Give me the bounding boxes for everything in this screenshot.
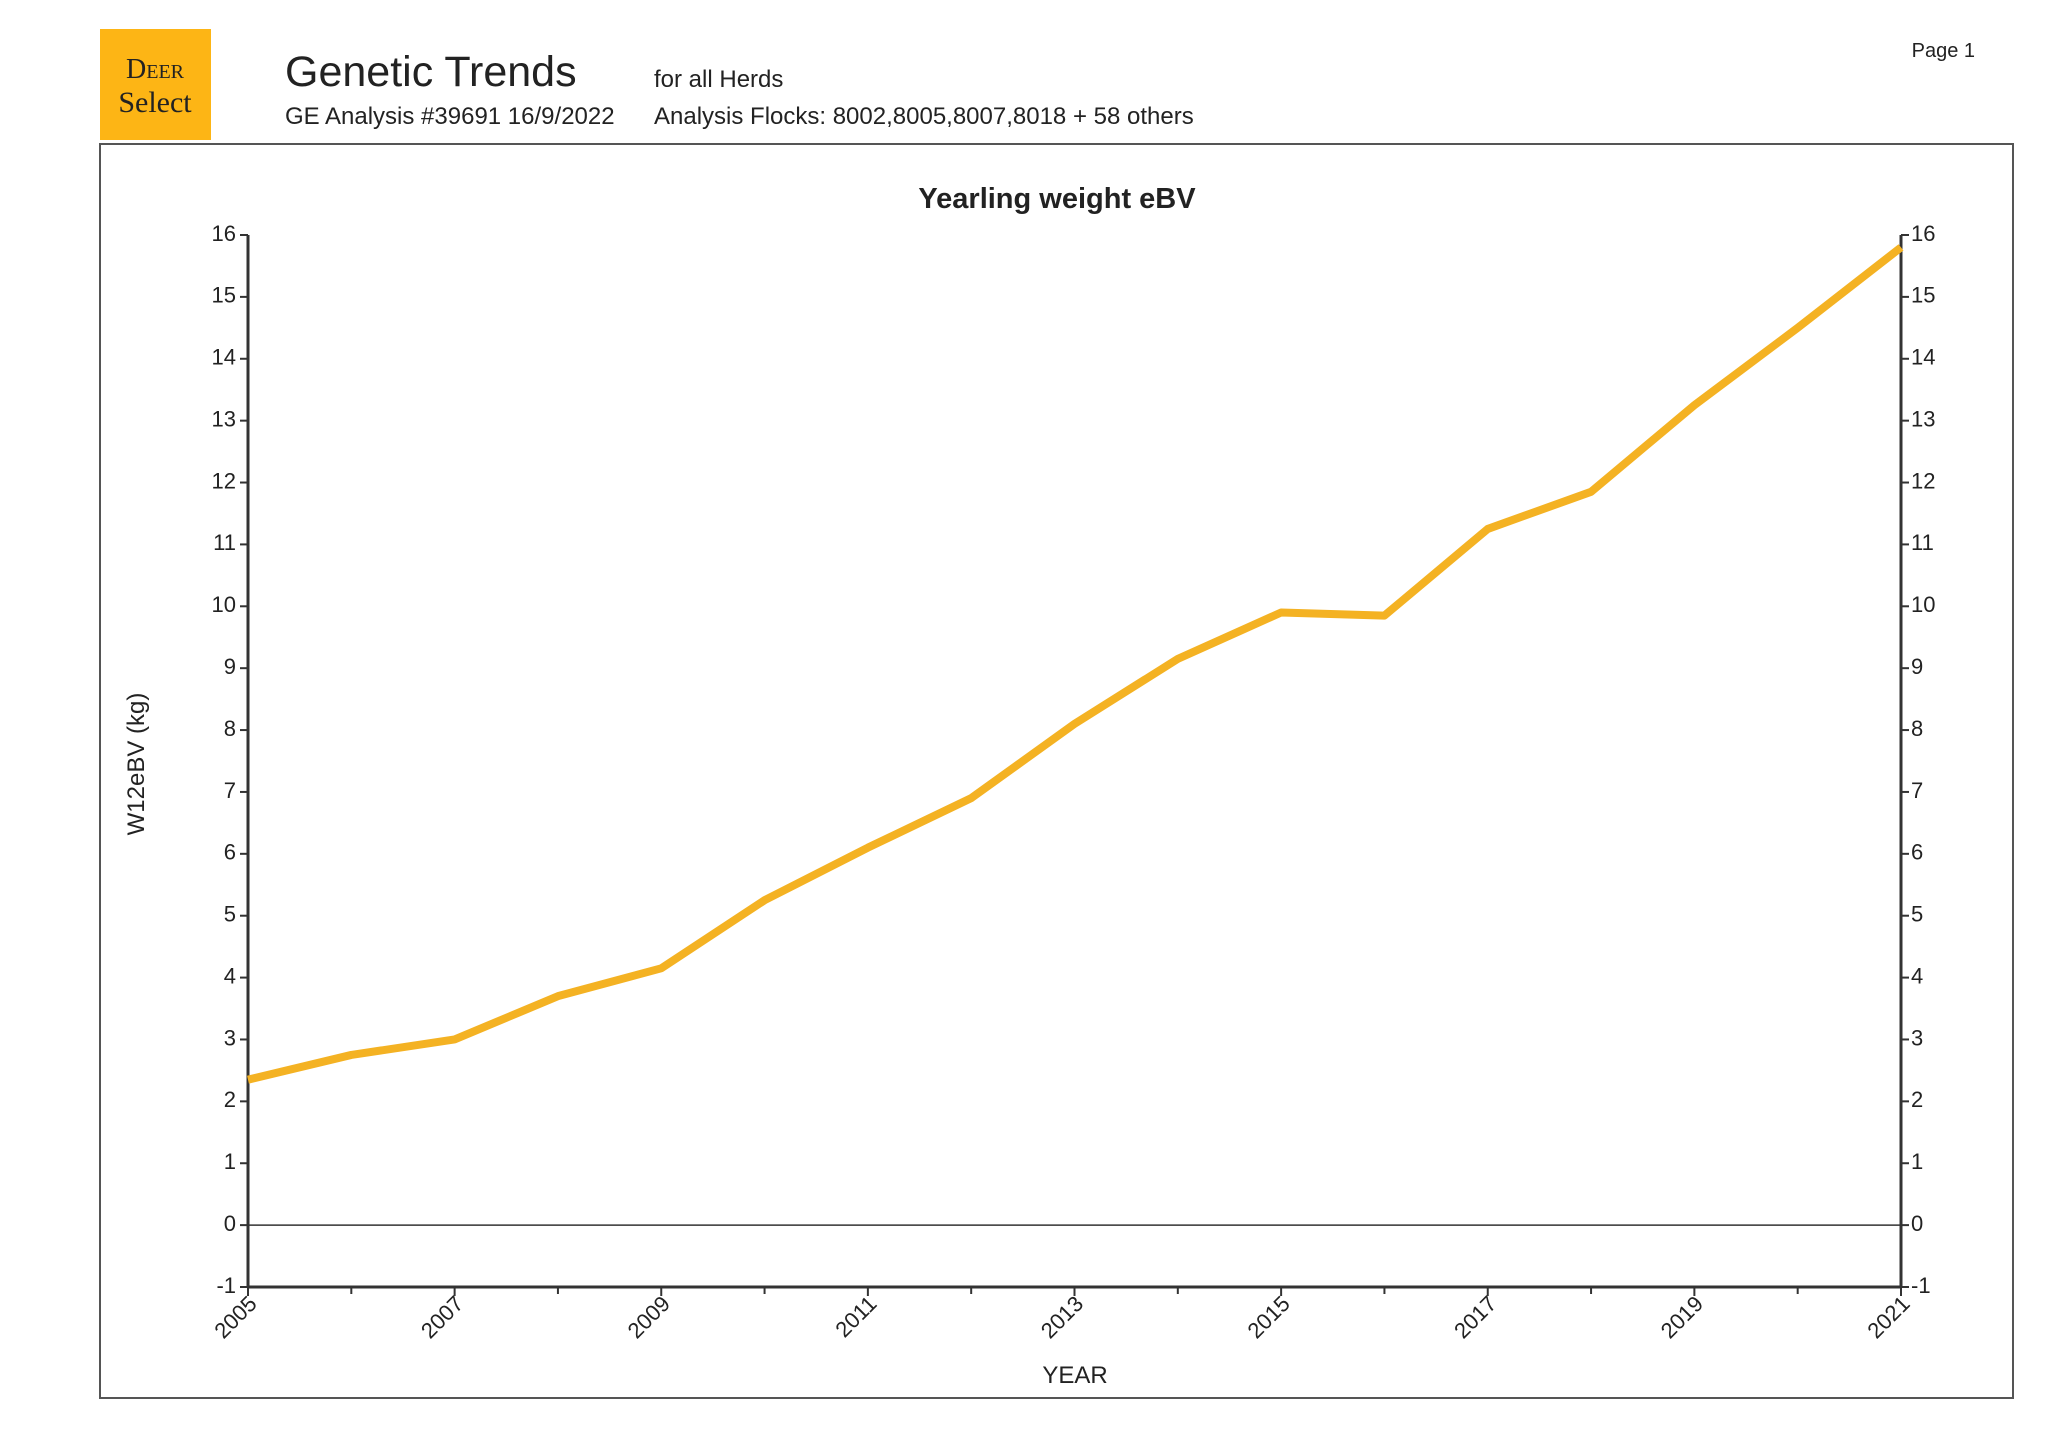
trend-line (247, 244, 1904, 1084)
y-tick-label: 4 (224, 963, 236, 988)
y2-tick-label: 15 (1911, 283, 1935, 308)
y-tick-label: 15 (212, 283, 236, 308)
y2-tick-label: -1 (1911, 1273, 1931, 1298)
x-tick-label: 2017 (1449, 1291, 1501, 1343)
y-axis-label: W12eBV (kg) (123, 693, 150, 836)
x-tick-label: 2013 (1036, 1291, 1088, 1343)
y-tick-label: 9 (224, 654, 236, 679)
logo (100, 29, 211, 140)
x-tick-label: 2005 (209, 1291, 261, 1343)
y-tick-label: 6 (224, 840, 236, 865)
y-tick-label: 1 (224, 1149, 236, 1174)
chart-title: Yearling weight eBV (918, 183, 1196, 215)
y-tick-label: 10 (212, 592, 236, 617)
analysis: GE Analysis #39691 16/9/2022 (285, 103, 615, 130)
y-tick-label: 7 (224, 778, 236, 803)
scope: for all Herds (654, 66, 783, 93)
y2-tick-label: 6 (1911, 840, 1923, 865)
y2-tick-label: 13 (1911, 406, 1935, 431)
y-tick-label: 12 (212, 468, 236, 493)
y2-tick-label: 3 (1911, 1025, 1923, 1050)
y-tick-label: 11 (213, 530, 236, 555)
x-tick-label: 2019 (1656, 1291, 1708, 1343)
y-tick-label: 13 (212, 406, 236, 431)
y-tick-label: 5 (224, 902, 236, 927)
y2-tick-label: 16 (1911, 221, 1935, 246)
x-tick-label: 2011 (830, 1291, 881, 1342)
y2-tick-label: 0 (1911, 1211, 1923, 1236)
y2-tick-label: 5 (1911, 902, 1923, 927)
y2-tick-label: 12 (1911, 468, 1935, 493)
y2-tick-label: 1 (1911, 1149, 1923, 1174)
y2-tick-label: 8 (1911, 716, 1923, 741)
y2-tick-label: 4 (1911, 963, 1923, 988)
y-tick-label: -1 (216, 1273, 236, 1298)
y2-tick-label: 7 (1911, 778, 1923, 803)
logo-text: Deer (126, 54, 185, 85)
y-tick-label: 14 (212, 345, 236, 370)
report-title: Genetic Trends (285, 48, 577, 96)
chart-frame (99, 143, 2014, 1399)
y2-tick-label: 2 (1911, 1087, 1923, 1112)
y2-tick-label: 11 (1911, 530, 1934, 555)
x-tick-label: 2009 (623, 1291, 675, 1343)
y-tick-label: 16 (212, 221, 236, 246)
x-tick-label: 2015 (1242, 1291, 1294, 1343)
logo-text: Select (118, 86, 192, 119)
x-tick-label: 2007 (416, 1291, 468, 1343)
flocks: Analysis Flocks: 8002,8005,8007,8018 + 5… (654, 103, 1194, 130)
y2-tick-label: 14 (1911, 345, 1935, 370)
y-tick-label: 0 (224, 1211, 236, 1236)
x-tick-label: 2021 (1862, 1291, 1914, 1343)
x-axis-label: YEAR (1042, 1362, 1107, 1389)
page-number: Page 1 (1912, 40, 1975, 62)
y2-tick-label: 9 (1911, 654, 1923, 679)
y-tick-label: 8 (224, 716, 236, 741)
y-tick-label: 3 (224, 1025, 236, 1050)
y2-tick-label: 10 (1911, 592, 1935, 617)
y-tick-label: 2 (224, 1087, 236, 1112)
